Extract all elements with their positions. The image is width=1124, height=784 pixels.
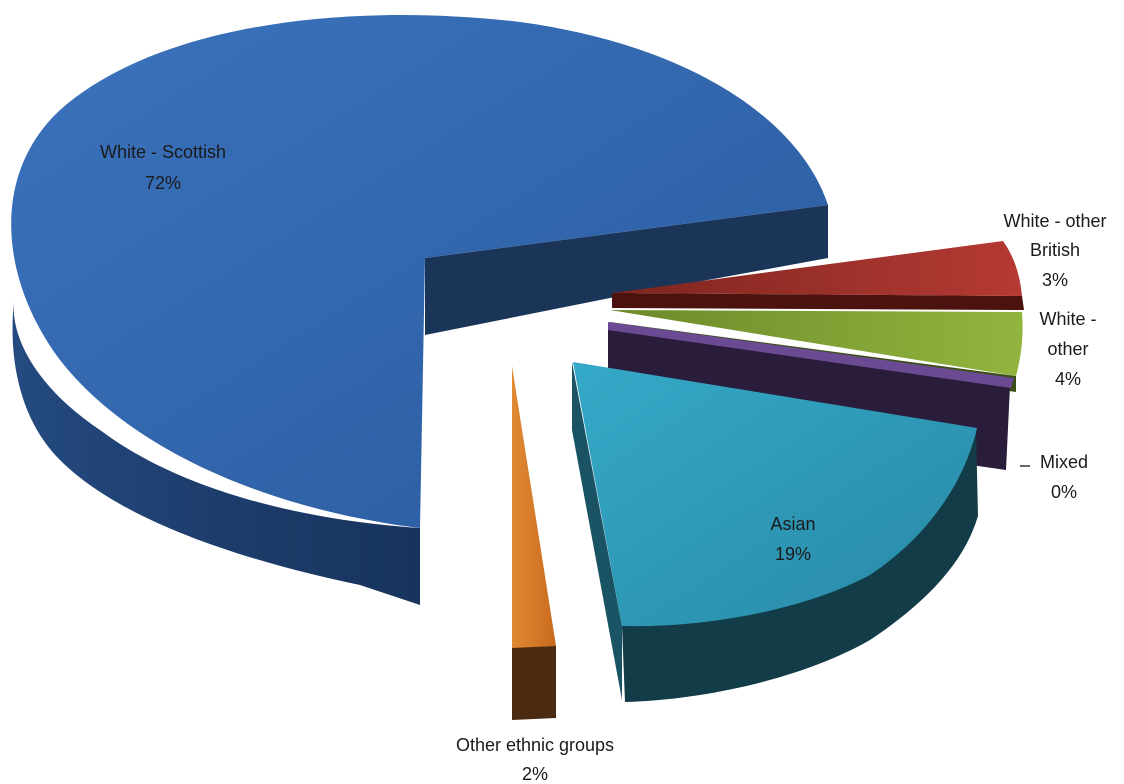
label-white-other-british-category-line-2: British: [1030, 240, 1080, 260]
label-white-other-category-line-1: White -: [1039, 309, 1096, 329]
slice-white-other-british: [612, 241, 1024, 310]
slice-asian-top: [573, 362, 977, 627]
label-white-other-value: 4%: [1055, 369, 1081, 389]
label-asian-value: 19%: [775, 544, 811, 564]
slice-other-ethnic-groups-side: [512, 646, 556, 720]
label-asian: Asian 19%: [770, 514, 815, 564]
label-asian-category-line-1: Asian: [770, 514, 815, 534]
slice-other-ethnic-groups: [512, 366, 556, 720]
label-other-ethnic-groups: Other ethnic groups 2%: [456, 735, 614, 784]
label-white-other-category-line-2: other: [1047, 339, 1088, 359]
label-mixed: Mixed 0%: [1040, 452, 1088, 502]
label-white-other: White - other 4%: [1039, 309, 1096, 389]
slice-white-other-top: [610, 310, 1023, 376]
label-other-ethnic-groups-category-line-1: Other ethnic groups: [456, 735, 614, 755]
slice-white-scottish-side: [12, 300, 421, 605]
label-white-scottish-value: 72%: [145, 173, 181, 193]
slice-other-ethnic-groups-top: [512, 366, 556, 648]
slice-white-scottish-inner-face: [425, 205, 828, 335]
label-mixed-value: 0%: [1051, 482, 1077, 502]
label-white-scottish-category-line-1: White - Scottish: [100, 142, 226, 162]
slice-mixed-top: [608, 322, 1014, 388]
slice-white-scottish: [11, 15, 828, 605]
slice-white-other-british-side: [612, 293, 1024, 310]
label-white-other-british-category-line-1: White - other: [1003, 211, 1106, 231]
slice-asian-inner-face: [572, 362, 622, 700]
label-other-ethnic-groups-value: 2%: [522, 764, 548, 784]
label-white-scottish: White - Scottish 72%: [100, 142, 226, 193]
label-mixed-category-line-1: Mixed: [1040, 452, 1088, 472]
label-white-other-british: White - other British 3%: [1003, 211, 1106, 290]
slice-asian-side: [622, 428, 978, 702]
slice-asian: [572, 362, 978, 702]
slice-white-scottish-top: [11, 15, 828, 528]
label-white-other-british-value: 3%: [1042, 270, 1068, 290]
slice-white-other-british-top: [612, 241, 1022, 296]
